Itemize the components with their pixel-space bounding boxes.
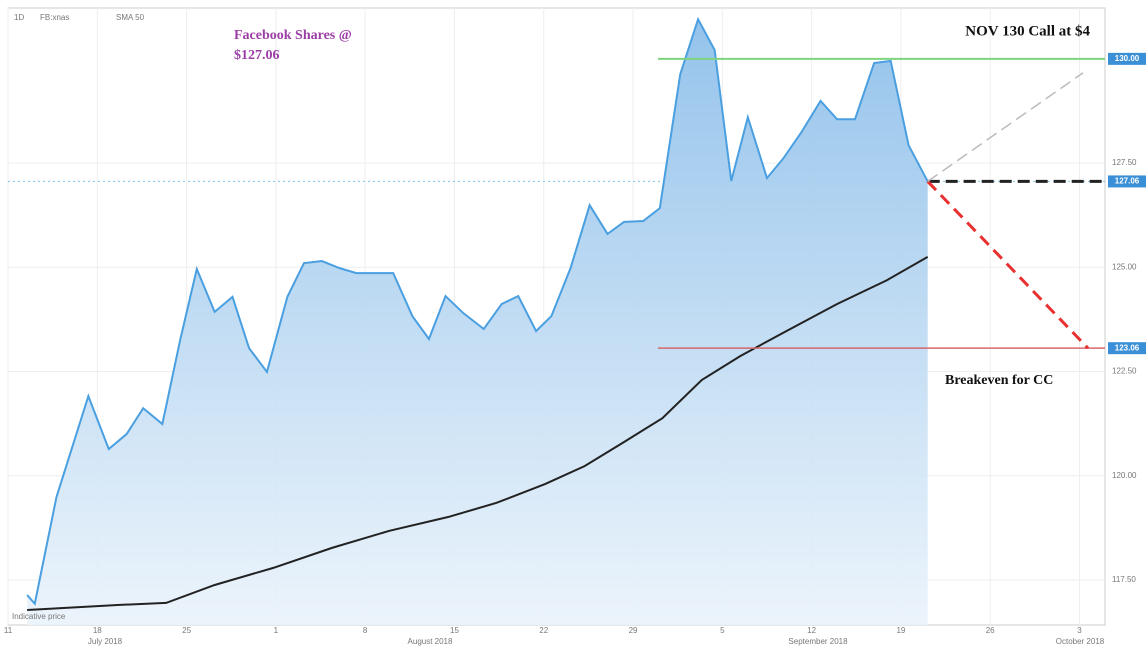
title-line: $127.06 (234, 48, 280, 63)
price-box (1108, 52, 1146, 65)
x-tick-label: 15 (450, 626, 459, 635)
price-area (27, 19, 928, 625)
month-label: September 2018 (788, 637, 848, 646)
symbol: FB:xnas (40, 13, 69, 22)
up-projection (927, 72, 1084, 183)
x-tick-label: 11 (4, 626, 13, 635)
down-projection (926, 180, 1090, 350)
y-tick-label: 122.50 (1112, 367, 1137, 376)
month-label: July 2018 (88, 637, 123, 646)
x-tick-label: 18 (93, 626, 102, 635)
call-annotation: NOV 130 Call at $4 (965, 23, 1090, 39)
price-box-label: 123.06 (1115, 343, 1140, 352)
breakeven-annotation: Breakeven for CC (945, 373, 1053, 388)
y-tick-label: 127.50 (1112, 158, 1137, 167)
price-box (1108, 175, 1146, 188)
price-box-label: 130.00 (1115, 54, 1140, 63)
x-tick-label: 12 (807, 626, 816, 635)
y-tick-label: 125.00 (1112, 262, 1137, 271)
x-tick-label: 22 (539, 626, 548, 635)
x-tick-label: 5 (720, 626, 725, 635)
month-label: August 2018 (408, 637, 453, 646)
x-tick-label: 3 (1077, 626, 1082, 635)
x-tick-label: 19 (896, 626, 905, 635)
x-tick-label: 8 (363, 626, 368, 635)
x-tick-label: 25 (182, 626, 191, 635)
price-box-label: 127.06 (1115, 177, 1140, 186)
x-tick-label: 26 (986, 626, 995, 635)
indicator: SMA 50 (116, 13, 145, 22)
title-line: Facebook Shares @ (234, 28, 352, 43)
sma-line (27, 256, 929, 611)
x-tick-label: 1 (274, 626, 279, 635)
indicative-label: Indicative price (12, 612, 66, 621)
price-box (1108, 342, 1146, 355)
y-tick-label: 120.00 (1112, 471, 1137, 480)
y-tick-label: 117.50 (1112, 575, 1136, 584)
x-tick-label: 29 (629, 626, 638, 635)
month-label: October 2018 (1056, 637, 1105, 646)
price-line (26, 16, 929, 606)
interval: 1D (14, 13, 24, 22)
